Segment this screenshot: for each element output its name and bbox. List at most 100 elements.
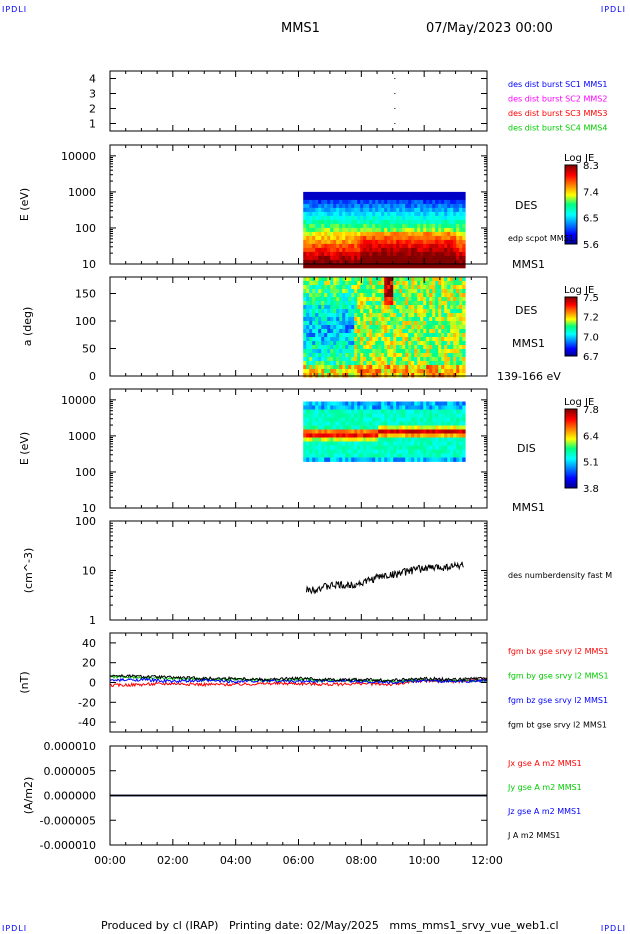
panel-label-des-pitch: MMS1 <box>512 337 545 350</box>
heatmap-cell-des-energy <box>336 263 340 269</box>
heatmap-cell-des-energy <box>462 195 466 201</box>
heatmap-cell-dis-energy <box>459 437 463 442</box>
heatmap-cell-des-energy <box>438 243 442 249</box>
heatmap-cell-dis-energy <box>432 441 436 446</box>
heatmap-cell-des-pitch <box>384 365 388 370</box>
heatmap-cell-des-energy <box>423 195 427 201</box>
heatmap-cell-des-pitch <box>426 357 430 362</box>
heatmap-cell-des-pitch <box>450 285 454 290</box>
heatmap-cell-des-energy <box>345 235 349 241</box>
heatmap-cell-des-pitch <box>345 357 349 362</box>
heatmap-cell-des-pitch <box>306 353 310 358</box>
heatmap-cell-des-pitch <box>444 333 448 338</box>
heatmap-cell-des-pitch <box>459 309 463 314</box>
heatmap-cell-dis-energy <box>411 457 415 462</box>
heatmap-cell-des-pitch <box>441 345 445 350</box>
heatmap-cell-des-pitch <box>447 277 451 282</box>
heatmap-cell-dis-energy <box>348 453 352 458</box>
heatmap-cell-des-pitch <box>414 321 418 326</box>
heatmap-cell-dis-energy <box>408 425 412 430</box>
heatmap-cell-dis-energy <box>447 413 451 418</box>
x-tick-label: 04:00 <box>220 854 252 867</box>
heatmap-cell-dis-energy <box>369 437 373 442</box>
heatmap-cell-des-energy <box>369 255 373 261</box>
heatmap-cell-dis-energy <box>426 401 430 406</box>
heatmap-cell-des-energy <box>339 207 343 213</box>
heatmap-cell-des-energy <box>378 215 382 221</box>
heatmap-cell-des-energy <box>447 251 451 257</box>
heatmap-cell-des-pitch <box>360 281 364 286</box>
heatmap-cell-des-pitch <box>411 357 415 362</box>
heatmap-cell-dis-energy <box>333 441 337 446</box>
heatmap-cell-dis-energy <box>318 417 322 422</box>
heatmap-cell-des-pitch <box>360 353 364 358</box>
heatmap-cell-des-pitch <box>348 349 352 354</box>
heatmap-cell-des-pitch <box>405 317 409 322</box>
heatmap-cell-des-energy <box>432 243 436 249</box>
heatmap-cell-des-energy <box>432 219 436 225</box>
heatmap-cell-dis-energy <box>345 433 349 438</box>
heatmap-cell-des-pitch <box>429 333 433 338</box>
heatmap-cell-des-pitch <box>408 289 412 294</box>
heatmap-cell-dis-energy <box>315 433 319 438</box>
heatmap-cell-des-pitch <box>372 369 376 374</box>
heatmap-cell-des-energy <box>348 243 352 249</box>
heatmap-cell-des-pitch <box>333 277 337 282</box>
heatmap-cell-des-energy <box>399 215 403 221</box>
heatmap-cell-des-pitch <box>462 361 466 366</box>
heatmap-cell-des-pitch <box>378 329 382 334</box>
heatmap-cell-des-energy <box>438 223 442 229</box>
heatmap-cell-des-energy <box>423 219 427 225</box>
heatmap-cell-des-pitch <box>444 277 448 282</box>
heatmap-cell-des-energy <box>414 199 418 205</box>
colorbar-tick-des-energy: 5.6 <box>583 240 599 251</box>
heatmap-cell-des-pitch <box>462 345 466 350</box>
heatmap-cell-des-pitch <box>342 353 346 358</box>
heatmap-cell-des-pitch <box>321 289 325 294</box>
heatmap-cell-des-pitch <box>378 353 382 358</box>
heatmap-cell-des-pitch <box>321 333 325 338</box>
heatmap-cell-des-energy <box>336 255 340 261</box>
heatmap-cell-des-pitch <box>432 297 436 302</box>
y-tick-label-magnetic-field: 20 <box>82 657 96 670</box>
heatmap-cell-des-energy <box>426 259 430 265</box>
heatmap-cell-des-energy <box>324 243 328 249</box>
heatmap-cell-dis-energy <box>354 405 358 410</box>
heatmap-cell-des-energy <box>432 227 436 233</box>
heatmap-cell-dis-energy <box>414 449 418 454</box>
heatmap-cell-dis-energy <box>462 401 466 406</box>
heatmap-cell-dis-energy <box>351 441 355 446</box>
heatmap-cell-des-pitch <box>435 345 439 350</box>
heatmap-cell-des-energy <box>447 215 451 221</box>
heatmap-cell-des-energy <box>384 263 388 269</box>
heatmap-cell-des-pitch <box>414 305 418 310</box>
heatmap-cell-dis-energy <box>393 409 397 414</box>
heatmap-cell-des-energy <box>462 243 466 249</box>
heatmap-cell-des-pitch <box>411 349 415 354</box>
heatmap-cell-dis-energy <box>438 401 442 406</box>
heatmap-cell-dis-energy <box>360 449 364 454</box>
heatmap-cell-des-pitch <box>411 281 415 286</box>
heatmap-cell-des-energy <box>369 247 373 253</box>
heatmap-cell-des-pitch <box>396 317 400 322</box>
heatmap-cell-des-energy <box>318 255 322 261</box>
heatmap-cell-des-pitch <box>336 289 340 294</box>
heatmap-cell-dis-energy <box>330 425 334 430</box>
heatmap-cell-des-pitch <box>447 325 451 330</box>
heatmap-cell-des-pitch <box>423 317 427 322</box>
heatmap-cell-des-energy <box>345 259 349 265</box>
heatmap-cell-des-pitch <box>384 277 388 282</box>
heatmap-cell-dis-energy <box>441 421 445 426</box>
heatmap-cell-des-pitch <box>306 369 310 374</box>
heatmap-cell-dis-energy <box>390 457 394 462</box>
heatmap-cell-dis-energy <box>345 457 349 462</box>
heatmap-cell-dis-energy <box>444 429 448 434</box>
heatmap-cell-dis-energy <box>456 413 460 418</box>
heatmap-cell-des-pitch <box>309 369 313 374</box>
heatmap-cell-des-energy <box>426 223 430 229</box>
heatmap-cell-des-energy <box>366 227 370 233</box>
heatmap-cell-des-pitch <box>354 357 358 362</box>
heatmap-cell-des-energy <box>429 203 433 209</box>
heatmap-cell-dis-energy <box>411 441 415 446</box>
heatmap-cell-des-pitch <box>450 317 454 322</box>
